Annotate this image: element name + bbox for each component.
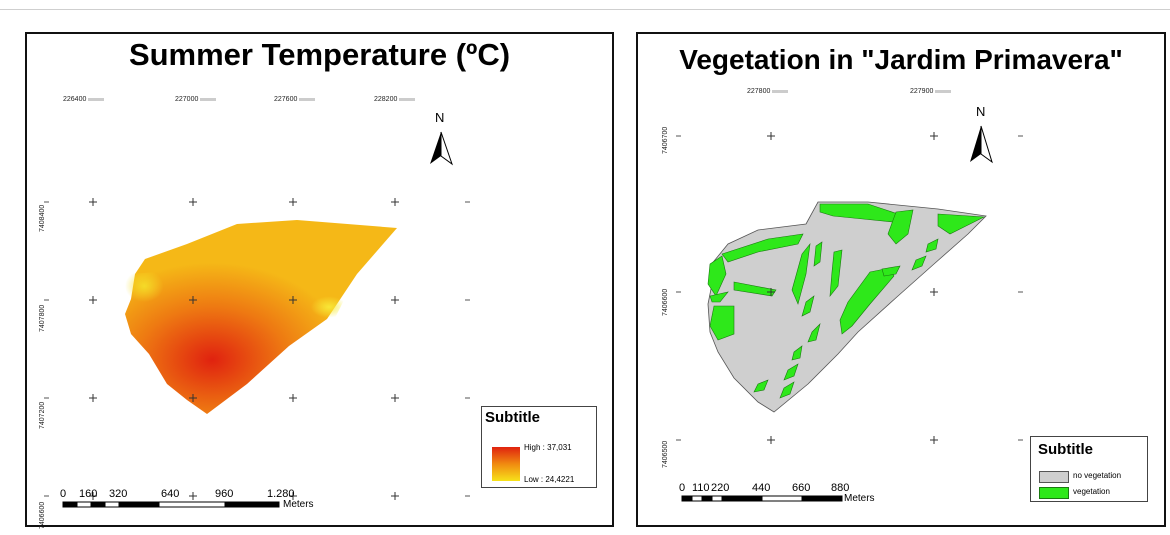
temperature-legend: Subtitle High : 37,031 Low : 24,4221 xyxy=(481,406,597,488)
scale-tick: 320 xyxy=(109,488,128,500)
x-coord-label: 227600 xyxy=(274,96,316,103)
legend-title: Subtitle xyxy=(485,409,540,426)
x-coord-label: 227000 xyxy=(175,96,217,103)
vegetation-legend: Subtitle no vegetation vegetation xyxy=(1030,436,1148,502)
legend-swatch-vegetation xyxy=(1039,487,1069,499)
grid-crosses xyxy=(767,132,938,444)
scale-tick: 440 xyxy=(752,482,771,494)
x-coord-label: 227900 xyxy=(910,88,952,95)
x-coord-label: 228200 xyxy=(374,96,416,103)
top-divider xyxy=(0,9,1170,10)
north-label: N xyxy=(976,104,986,119)
temperature-map-canvas xyxy=(44,131,470,508)
scale-tick: 110 xyxy=(692,482,710,494)
legend-label: no vegetation xyxy=(1073,471,1122,480)
north-arrow-icon xyxy=(430,131,453,166)
scale-unit: Meters xyxy=(283,499,314,510)
temperature-cool-patch xyxy=(257,274,357,334)
scale-bar xyxy=(681,495,843,502)
scale-tick: 660 xyxy=(792,482,811,494)
scale-bar xyxy=(62,501,280,508)
vegetation-map-title: Vegetation in "Jardim Primavera" xyxy=(679,44,1123,75)
temperature-heat-area xyxy=(125,220,397,414)
x-coord-label: 227800 xyxy=(747,88,789,95)
scale-tick: 0 xyxy=(60,488,67,500)
vegetation-patches xyxy=(707,203,986,399)
vegetation-map-panel: Vegetation in "Jardim Primavera" 227800 … xyxy=(636,32,1166,527)
north-arrow-icon xyxy=(970,125,993,164)
legend-high-label: High : 37,031 xyxy=(524,443,572,452)
temperature-map-title: Summer Temperature (ºC) xyxy=(128,37,511,72)
legend-gradient-swatch xyxy=(492,447,520,481)
legend-title: Subtitle xyxy=(1038,441,1093,458)
scale-tick: 0 xyxy=(679,482,686,494)
grid-crosses xyxy=(89,198,399,500)
vegetation-map-canvas xyxy=(676,125,1023,502)
scale-tick: 1.280 xyxy=(267,488,295,500)
legend-swatch-no-vegetation xyxy=(1039,471,1069,483)
scale-tick: 640 xyxy=(161,488,180,500)
temperature-cool-patch xyxy=(125,270,202,334)
scale-tick: 160 xyxy=(79,488,98,500)
scale-tick: 220 xyxy=(711,482,730,494)
legend-label: vegetation xyxy=(1073,487,1110,496)
north-label: N xyxy=(435,110,445,125)
scale-tick: 880 xyxy=(831,482,850,494)
scale-tick: 960 xyxy=(215,488,234,500)
x-coord-label: 226400 xyxy=(63,96,105,103)
temperature-map-panel: Summer Temperature (ºC) 226400 227000 22… xyxy=(25,32,614,529)
scale-unit: Meters xyxy=(844,493,875,504)
legend-low-label: Low : 24,4221 xyxy=(524,475,575,484)
